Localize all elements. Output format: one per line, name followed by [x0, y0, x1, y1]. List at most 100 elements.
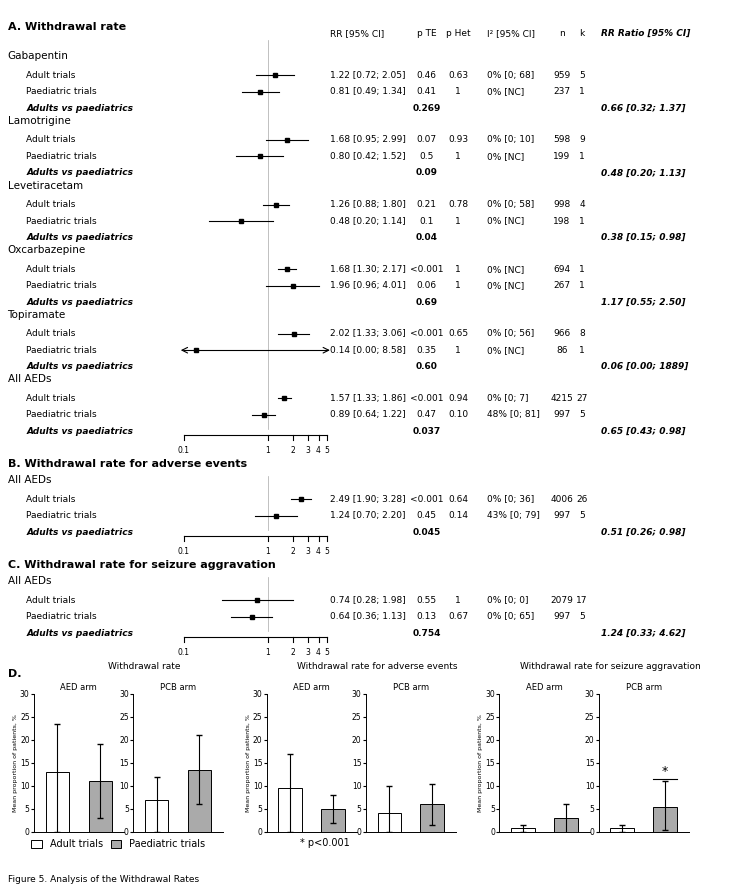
- Text: 5: 5: [579, 511, 585, 520]
- Text: 0% [NC]: 0% [NC]: [487, 151, 524, 161]
- Bar: [145, 799, 168, 832]
- Text: 0.55: 0.55: [417, 595, 436, 605]
- Text: *: *: [662, 765, 668, 779]
- Text: AED arm: AED arm: [526, 683, 562, 692]
- Text: 1: 1: [579, 151, 585, 161]
- Text: 48% [0; 81]: 48% [0; 81]: [487, 410, 539, 420]
- Text: 0.1: 0.1: [178, 648, 190, 657]
- Text: 2: 2: [291, 446, 296, 455]
- Text: Paediatric trials: Paediatric trials: [26, 511, 97, 520]
- Text: 0.48 [0.20; 1.14]: 0.48 [0.20; 1.14]: [330, 217, 406, 225]
- Text: 0.5: 0.5: [419, 151, 434, 161]
- Text: Paediatric trials: Paediatric trials: [26, 151, 97, 161]
- Text: Paediatric trials: Paediatric trials: [26, 410, 97, 420]
- Text: 0.64 [0.36; 1.13]: 0.64 [0.36; 1.13]: [330, 612, 406, 621]
- Text: 0.94: 0.94: [448, 394, 468, 403]
- Text: 0.48 [0.20; 1.13]: 0.48 [0.20; 1.13]: [601, 168, 686, 177]
- Text: Paediatric trials: Paediatric trials: [26, 346, 97, 355]
- Text: 0.09: 0.09: [415, 168, 438, 177]
- Text: All AEDs: All AEDs: [8, 475, 51, 486]
- Text: 237: 237: [553, 87, 570, 96]
- Text: 267: 267: [553, 281, 570, 290]
- Text: 998: 998: [553, 200, 570, 209]
- Text: 86: 86: [556, 346, 568, 355]
- Text: 0% [0; 10]: 0% [0; 10]: [487, 135, 534, 144]
- Text: 2: 2: [291, 547, 296, 556]
- Text: 2: 2: [291, 648, 296, 657]
- Text: <0.001: <0.001: [410, 495, 443, 503]
- Text: 0.41: 0.41: [417, 87, 436, 96]
- Text: Adults vs paediatrics: Adults vs paediatrics: [26, 362, 133, 372]
- Text: Adult trials: Adult trials: [26, 595, 76, 605]
- Text: Adult trials: Adult trials: [26, 200, 76, 209]
- Bar: [653, 806, 677, 832]
- Bar: [279, 789, 302, 832]
- Text: 0.38 [0.15; 0.98]: 0.38 [0.15; 0.98]: [601, 233, 686, 242]
- Text: 0.754: 0.754: [412, 628, 441, 638]
- Text: 1: 1: [455, 151, 461, 161]
- Text: 17: 17: [576, 595, 588, 605]
- Text: AED arm: AED arm: [61, 683, 97, 692]
- Text: 2079: 2079: [550, 595, 573, 605]
- Text: D.: D.: [8, 669, 21, 679]
- Text: 4: 4: [316, 446, 321, 455]
- Bar: [554, 818, 578, 832]
- Text: Adults vs paediatrics: Adults vs paediatrics: [26, 298, 133, 307]
- Text: Adults vs paediatrics: Adults vs paediatrics: [26, 628, 133, 638]
- Text: 0.80 [0.42; 1.52]: 0.80 [0.42; 1.52]: [330, 151, 406, 161]
- Text: 0.51 [0.26; 0.98]: 0.51 [0.26; 0.98]: [601, 527, 686, 536]
- Text: 0.13: 0.13: [417, 612, 436, 621]
- Text: 0.1: 0.1: [178, 446, 190, 455]
- Text: 1: 1: [455, 217, 461, 225]
- Text: 0.63: 0.63: [448, 70, 468, 80]
- Bar: [378, 813, 401, 832]
- Text: 1: 1: [579, 217, 585, 225]
- Text: 0% [NC]: 0% [NC]: [487, 346, 524, 355]
- Bar: [511, 828, 535, 832]
- Text: * p<0.001: * p<0.001: [300, 838, 350, 848]
- Text: All AEDs: All AEDs: [8, 576, 51, 586]
- Text: 1: 1: [579, 281, 585, 290]
- Text: 997: 997: [553, 612, 570, 621]
- Text: 0.06: 0.06: [417, 281, 436, 290]
- Text: 0.14 [0.00; 8.58]: 0.14 [0.00; 8.58]: [330, 346, 406, 355]
- Text: 27: 27: [576, 394, 588, 403]
- Text: 1: 1: [266, 648, 270, 657]
- Text: 0.93: 0.93: [448, 135, 468, 144]
- Bar: [46, 772, 69, 832]
- Text: 0.04: 0.04: [415, 233, 438, 242]
- Text: 0.89 [0.64; 1.22]: 0.89 [0.64; 1.22]: [330, 410, 406, 420]
- Text: 4: 4: [316, 648, 321, 657]
- Text: <0.001: <0.001: [410, 329, 443, 339]
- Text: 5: 5: [324, 547, 329, 556]
- Text: Adult trials: Adult trials: [26, 495, 76, 503]
- Text: 0% [NC]: 0% [NC]: [487, 281, 524, 290]
- Text: Adults vs paediatrics: Adults vs paediatrics: [26, 527, 133, 536]
- Text: 0.10: 0.10: [448, 410, 468, 420]
- Text: Adult trials: Adult trials: [26, 70, 76, 80]
- Text: 5: 5: [579, 70, 585, 80]
- Text: Withdrawal rate for seizure aggravation: Withdrawal rate for seizure aggravation: [520, 662, 701, 672]
- Text: 0% [NC]: 0% [NC]: [487, 265, 524, 274]
- Text: Adult trials: Adult trials: [26, 265, 76, 274]
- Text: PCB arm: PCB arm: [393, 683, 429, 692]
- Text: 0.269: 0.269: [412, 103, 441, 113]
- Text: 1: 1: [579, 87, 585, 96]
- Text: <0.001: <0.001: [410, 265, 443, 274]
- Text: 1.24 [0.70; 2.20]: 1.24 [0.70; 2.20]: [330, 511, 406, 520]
- Text: RR Ratio [95% CI]: RR Ratio [95% CI]: [601, 29, 690, 38]
- Bar: [89, 781, 112, 832]
- Text: 1: 1: [455, 595, 461, 605]
- Text: Paediatric trials: Paediatric trials: [26, 281, 97, 290]
- Y-axis label: Mean proportion of patients, %: Mean proportion of patients, %: [13, 714, 18, 812]
- Text: Paediatric trials: Paediatric trials: [26, 217, 97, 225]
- Text: 0.45: 0.45: [417, 511, 436, 520]
- Text: 0.1: 0.1: [419, 217, 434, 225]
- Text: 3: 3: [306, 648, 310, 657]
- Text: 0.65: 0.65: [448, 329, 468, 339]
- Text: 0.1: 0.1: [178, 547, 190, 556]
- Text: 997: 997: [553, 511, 570, 520]
- Text: 0.64: 0.64: [448, 495, 468, 503]
- Text: 0.81 [0.49; 1.34]: 0.81 [0.49; 1.34]: [330, 87, 406, 96]
- Text: p TE: p TE: [417, 29, 436, 38]
